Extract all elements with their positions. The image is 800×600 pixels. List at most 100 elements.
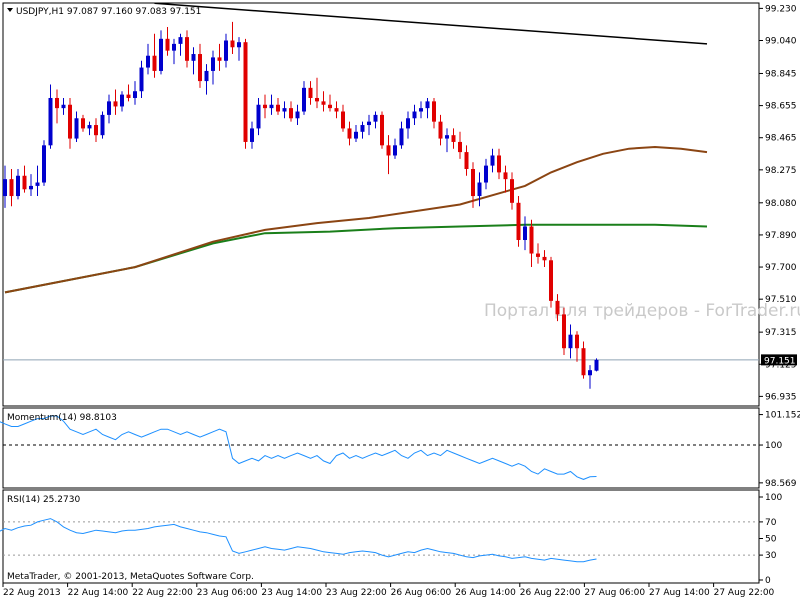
time-tick-label: 23 Aug 14:00 [261,588,322,598]
candle-body [393,145,397,156]
candle-body [399,128,404,146]
candle-body [315,97,319,102]
candle-body [81,118,85,129]
candle-body [146,55,150,68]
candle-body [276,104,280,112]
momentum-line [0,415,597,480]
candle-body [562,314,566,349]
candle-body [230,40,235,48]
candle-body [575,334,579,349]
candle-body [295,111,300,119]
candle-body [68,104,72,139]
candle-body [581,348,586,376]
rsi-title: RSI(14) 25.2730 [7,495,80,505]
price-tick-label: 98.655 [765,102,797,112]
rsi-levels [3,521,759,556]
current-price-badge [761,354,797,366]
candle-body [334,108,339,112]
candle-body [302,87,306,112]
candle-body [282,108,287,112]
candle-body [263,104,267,109]
candle-body [22,175,27,190]
ma-slow-line [4,223,708,294]
candle-body [74,118,79,139]
candle-body [94,125,98,136]
time-tick-label: 27 Aug 22:00 [714,588,775,598]
candle-body [87,125,92,129]
candle-body [471,168,475,197]
time-tick-label: 26 Aug 06:00 [391,588,452,598]
time-tick-label: 27 Aug 14:00 [649,588,710,598]
price-axis: 99.230 99.040 98.845 98.655 98.465 98.275 98.0… [759,4,797,402]
candle-body [419,108,423,112]
time-tick-label: 27 Aug 06:00 [584,588,645,598]
momentum-tick-label: 100 [765,441,782,451]
rsi-window-frame [2,489,760,584]
candle-body [29,185,33,190]
candle-body [48,97,53,146]
candle-body [380,114,384,146]
candle-body [445,135,449,139]
candle-body [133,91,137,98]
price-tick-label: 97.510 [765,295,797,305]
candle-body [451,135,456,142]
price-tick-label: 98.275 [765,166,797,176]
candle-body [178,37,183,44]
candle-body [360,125,365,132]
moving-averages [4,145,708,294]
candle-body [568,334,573,349]
ma-fast-line [4,145,708,294]
time-tick-label: 23 Aug 06:00 [197,588,258,598]
candle-body [347,128,352,139]
momentum-axis: 101.1527 100 98.569 [759,411,800,489]
time-tick-label: 26 Aug 14:00 [455,588,516,598]
candle-body [100,114,105,136]
price-window-frame [2,2,760,407]
candle-body [438,121,443,139]
candle-body [139,67,144,92]
candle-body [484,165,488,183]
candle-body [198,54,202,82]
rsi-axis: 100 70 50 30 0 [759,493,782,586]
candle-body [3,179,7,197]
candle-body [16,175,20,197]
rsi-tick-label: 100 [765,493,782,503]
time-tick-label: 22 Aug 2013 [3,588,61,598]
trendline[interactable] [154,2,708,45]
candle-body [412,111,417,119]
candle-body [107,101,111,115]
candle-body [594,359,599,371]
candle-body [477,182,482,197]
candle-body [152,55,157,71]
rsi-line [0,518,597,563]
price-tick-label: 97.700 [765,263,797,273]
candle-body [536,253,540,257]
candle-body [432,101,436,122]
candle-body [35,182,40,186]
candle-body [9,179,14,197]
candle-body [256,104,261,129]
candle-body [165,38,170,51]
candle-body [191,54,196,61]
candle-body [458,141,462,153]
candle-body [269,104,274,109]
candle-body [516,202,521,241]
watermark: Портал для трейдеров - ForTrader.ru [484,301,800,321]
candle-body [354,131,358,139]
chevron-down-icon[interactable] [7,8,13,12]
candle-body [61,104,66,109]
rsi-tick-label: 0 [765,576,771,586]
candle-body [341,111,345,129]
candle-body [555,300,560,315]
rsi-window: 100 70 50 30 0 RSI(14) 25.2730 MetaTrader, ©… [0,489,782,586]
price-tick-label: 96.935 [765,392,797,402]
rsi-tick-label: 70 [765,518,777,528]
rsi-tick-label: 50 [765,535,777,545]
rsi-tick-label: 30 [765,551,777,561]
candle-body [510,179,514,203]
price-tick-label: 98.845 [765,69,797,79]
momentum-tick-label: 98.569 [765,479,797,489]
candle-body [542,256,547,261]
candle-body [126,94,131,98]
